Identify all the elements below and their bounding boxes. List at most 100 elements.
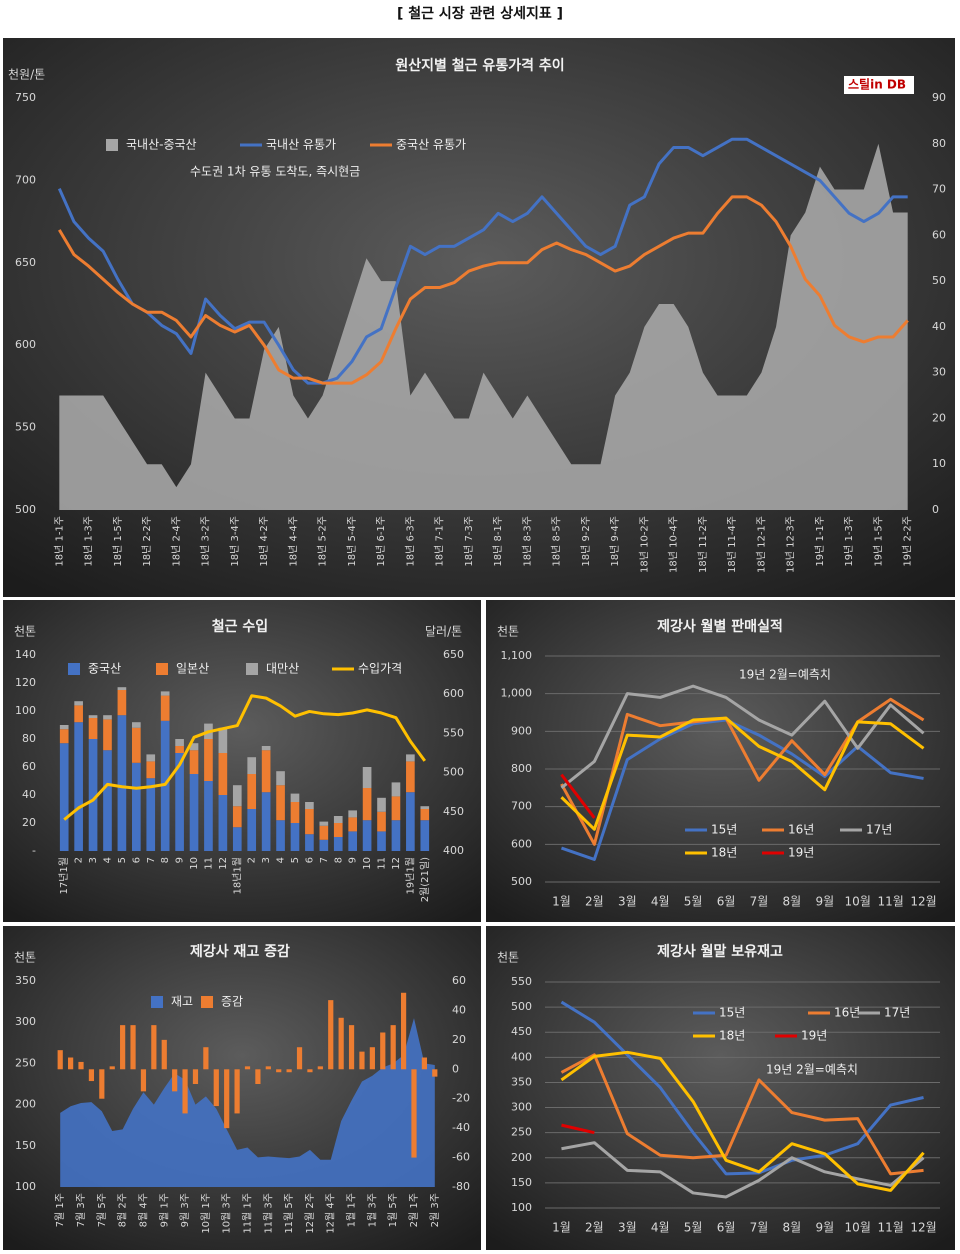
area [60, 1018, 435, 1187]
y2-axis-label: 달러/톤 [425, 625, 462, 639]
bar [232, 806, 242, 828]
bar [151, 1025, 157, 1070]
x-tick-label: 10월 [845, 895, 871, 909]
x-tick-label: 1월 3주 [366, 1193, 378, 1227]
bar [338, 1017, 344, 1070]
y-tick-label: 600 [15, 338, 36, 351]
x-tick-label: 7월 3주 [75, 1193, 87, 1227]
y-axis-label: 천톤 [14, 950, 36, 965]
bar [203, 1047, 209, 1070]
bar [109, 1066, 115, 1070]
x-tick-label: 4 [276, 857, 287, 863]
y-tick-label: 80 [22, 732, 36, 745]
bar [59, 743, 69, 851]
legend-label: 15년 [711, 823, 737, 837]
bar [406, 792, 415, 851]
bar [276, 785, 285, 821]
y-axis-label: 천톤 [497, 624, 519, 639]
bar [218, 795, 228, 851]
x-tick-label: 4월 [651, 895, 670, 909]
annotation: 19년 2월=예측치 [766, 1063, 858, 1077]
x-tick-label: 18년 3-2주 [200, 516, 212, 567]
bar [192, 1069, 199, 1084]
legend-label: 중국산 [88, 662, 121, 676]
line [58, 195, 909, 385]
bar [247, 757, 257, 774]
annotation: 19년 2월=예측치 [739, 668, 831, 682]
bar [160, 720, 170, 851]
x-tick-label: 18년 11-4주 [726, 516, 738, 573]
line [560, 697, 925, 846]
y-tick-label: 80 [932, 137, 946, 150]
y-tick-label: 250 [511, 1126, 532, 1139]
y-tick-label: 300 [15, 1015, 36, 1028]
x-tick-label: 1월 [552, 895, 571, 909]
x-tick-label: 18년 1-5주 [112, 516, 124, 567]
bar [411, 1069, 417, 1158]
bar [362, 788, 372, 821]
bar [319, 825, 329, 840]
x-tick-label: 2월 [585, 895, 604, 909]
y-tick-label: 500 [15, 503, 36, 516]
x-tick-label: 11월 5주 [283, 1193, 295, 1234]
bar [160, 695, 170, 721]
x-tick-label: 3 [261, 857, 272, 863]
y-tick-label: 40 [932, 320, 946, 333]
x-tick-label: 19년1월 [404, 857, 416, 895]
bar [57, 1050, 63, 1070]
x-tick-label: 2월 1주 [408, 1193, 420, 1227]
bar [319, 821, 329, 826]
bar [276, 771, 285, 786]
bar [224, 1069, 230, 1129]
y-tick-label: 650 [15, 256, 36, 269]
y-tick-label: 200 [511, 1151, 532, 1164]
y-tick-label: 20 [452, 1033, 466, 1046]
x-tick-label: 10 [362, 857, 373, 870]
y-tick-label: 700 [15, 173, 36, 186]
x-tick-label: 18년 7-3주 [463, 516, 475, 567]
bar [377, 811, 386, 832]
x-tick-label: 12월 [910, 895, 936, 909]
bar [261, 746, 271, 751]
bar [189, 750, 199, 774]
legend-label: 19년 [788, 846, 814, 860]
bar [305, 834, 314, 851]
legend-marker [106, 139, 118, 151]
bar [160, 691, 170, 696]
bar [232, 827, 242, 851]
bar [146, 761, 156, 779]
legend-marker [246, 663, 258, 675]
bar [400, 992, 407, 1070]
y-tick-label: 300 [511, 1101, 532, 1114]
bar [348, 810, 357, 818]
bar [78, 1061, 84, 1070]
x-tick-label: 4월 [651, 1221, 670, 1235]
y-tick-label: 450 [511, 1025, 532, 1038]
bar [261, 792, 271, 851]
bar [132, 722, 141, 728]
x-tick-label: 18년 5-4주 [346, 516, 358, 567]
bar [432, 1069, 438, 1077]
bar [74, 705, 83, 723]
y-tick-label: 550 [511, 975, 532, 988]
x-tick-label: 6 [131, 857, 142, 863]
bar [333, 823, 343, 837]
y-tick-label: 600 [443, 687, 464, 700]
legend-label: 국내산 유통가 [266, 138, 336, 152]
line [560, 1000, 924, 1176]
x-tick-label: 18년 1-1주 [53, 516, 65, 567]
bar [204, 739, 213, 781]
bar [319, 839, 329, 851]
y-tick-label: 150 [15, 1139, 36, 1152]
x-tick-label: 10 [189, 857, 200, 870]
x-tick-label: 18년 11-2주 [697, 516, 709, 573]
legend-label: 16년 [788, 823, 814, 837]
y-tick-label: 90 [932, 91, 946, 104]
x-tick-label: 18년 2-4주 [170, 516, 182, 567]
bar [120, 1025, 126, 1070]
x-tick-label: 18년 2-2주 [141, 516, 153, 567]
x-tick-label: 19년 1-1주 [814, 516, 826, 567]
bar [333, 837, 343, 851]
y-tick-label: 900 [511, 724, 532, 737]
